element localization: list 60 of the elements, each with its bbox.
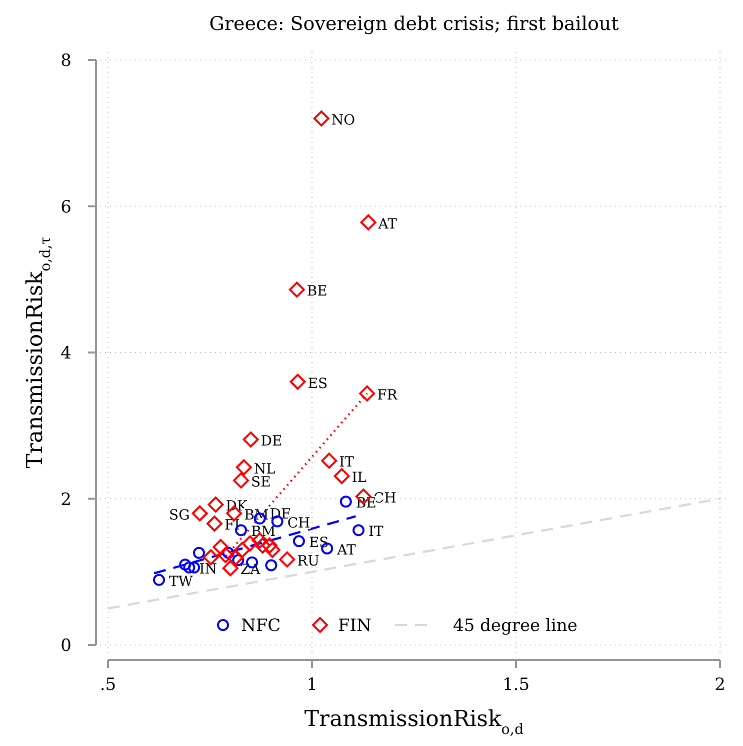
x-tick-label: 2 bbox=[714, 675, 726, 695]
point bbox=[242, 432, 259, 448]
point bbox=[262, 538, 278, 554]
annotation: FR bbox=[377, 387, 398, 404]
y-tick-label: 4 bbox=[60, 344, 72, 364]
point bbox=[288, 282, 305, 298]
point bbox=[340, 496, 352, 508]
point bbox=[183, 561, 196, 574]
point bbox=[218, 547, 234, 564]
annotation: IT bbox=[339, 454, 355, 471]
point bbox=[254, 538, 271, 554]
legend-label: NFC bbox=[241, 616, 281, 636]
point bbox=[153, 574, 165, 586]
chart-title: Greece: Sovereign debt crisis; first bailout bbox=[209, 13, 620, 35]
point bbox=[206, 516, 222, 532]
annotation: IN bbox=[199, 561, 217, 578]
x-tick-label: 1.5 bbox=[502, 675, 530, 695]
point bbox=[222, 560, 238, 576]
y-tick-label: 6 bbox=[60, 197, 72, 218]
point bbox=[290, 374, 306, 390]
y-tick-label: 8 bbox=[60, 51, 72, 71]
y-tick-label: 2 bbox=[60, 490, 72, 510]
annotation: BE bbox=[306, 284, 328, 300]
point bbox=[279, 551, 296, 568]
point bbox=[212, 539, 229, 556]
legend-label: FIN bbox=[338, 616, 372, 636]
annotation: CH bbox=[287, 515, 310, 532]
point bbox=[321, 452, 338, 469]
point bbox=[234, 542, 250, 558]
x-tick-label: 1 bbox=[306, 675, 318, 695]
point bbox=[352, 524, 365, 536]
point bbox=[360, 214, 376, 230]
point bbox=[192, 505, 208, 522]
point bbox=[208, 496, 224, 513]
point bbox=[236, 459, 252, 476]
annotation: DE bbox=[260, 434, 282, 450]
point bbox=[233, 472, 250, 488]
annotation: IL bbox=[352, 470, 367, 486]
legend-label: 45 degree line bbox=[453, 616, 578, 636]
x-tick-label: .5 bbox=[100, 675, 116, 695]
point bbox=[292, 535, 305, 548]
point bbox=[242, 535, 258, 552]
point bbox=[264, 542, 280, 558]
annotation: SG bbox=[169, 507, 190, 524]
annotation: IT bbox=[368, 524, 384, 540]
annotation: AT bbox=[336, 542, 356, 558]
point bbox=[359, 385, 376, 402]
annotation: ES bbox=[308, 376, 328, 392]
point bbox=[265, 559, 278, 572]
annotation: AT bbox=[377, 216, 398, 232]
point bbox=[179, 558, 192, 571]
y-tick-label: 0 bbox=[60, 636, 72, 656]
point bbox=[313, 110, 330, 126]
annotation: RU bbox=[297, 553, 320, 570]
annotation: NO bbox=[331, 112, 356, 128]
point bbox=[334, 468, 350, 484]
point bbox=[188, 561, 200, 574]
x-axis-title: TransmissionRisk$_{o,d}$ bbox=[304, 707, 524, 738]
annotation: TW bbox=[169, 574, 194, 590]
point bbox=[192, 546, 205, 559]
